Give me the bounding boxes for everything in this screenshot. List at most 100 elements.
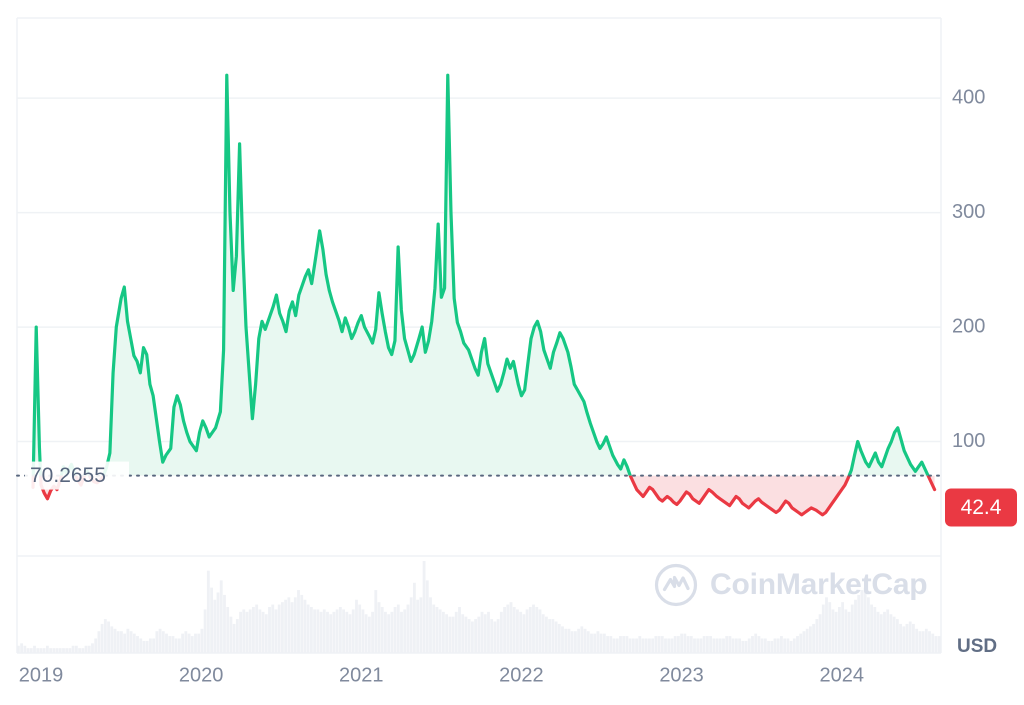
volume-bar: [934, 636, 938, 653]
volume-bar: [715, 638, 719, 653]
volume-bar: [499, 611, 503, 653]
volume-bar: [541, 614, 545, 653]
volume-bar: [458, 607, 461, 653]
volume-bar: [870, 604, 873, 653]
volume-bar: [165, 633, 168, 653]
volume-bar: [174, 638, 178, 653]
volume-bar: [796, 636, 799, 653]
volume-bar: [287, 597, 291, 653]
volume-bar: [638, 636, 642, 653]
volume-bar: [213, 599, 217, 653]
current-price-badge-label: 42.4: [961, 496, 1002, 519]
volume-bar: [931, 633, 935, 653]
volume-bar: [155, 631, 159, 653]
volume-bar: [535, 607, 539, 653]
volume-bar: [474, 619, 477, 653]
volume-bar: [577, 628, 581, 653]
x-axis-tick-label: 2021: [339, 665, 384, 687]
volume-bar: [657, 636, 661, 653]
volume-bar: [52, 648, 56, 653]
volume-bar: [248, 609, 252, 653]
volume-bar: [648, 638, 651, 653]
volume-bar: [451, 616, 455, 653]
volume-bar: [316, 609, 320, 653]
volume-bar: [293, 597, 297, 653]
volume-bar: [194, 633, 197, 653]
volume-bar: [303, 599, 307, 653]
volume-bar: [190, 636, 194, 653]
volume-bar: [741, 640, 745, 653]
volume-bar: [403, 609, 407, 653]
volume-bar: [912, 623, 915, 653]
volume-bar: [828, 602, 832, 653]
volume-bar: [42, 648, 46, 653]
price-line-down: [31, 475, 937, 517]
volume-bar: [722, 638, 725, 653]
volume-bar: [371, 611, 374, 653]
volume-bar: [300, 594, 304, 653]
volume-bar: [406, 604, 410, 653]
current-price-badge[interactable]: 42.4: [945, 488, 1017, 527]
volume-bar: [734, 638, 738, 653]
volume-bar: [26, 648, 30, 653]
x-axis-tick-label: 2024: [819, 665, 864, 687]
volume-bar: [683, 633, 687, 653]
x-axis-tick-label: 2019: [19, 665, 64, 687]
volume-bar: [81, 648, 85, 653]
volume-bar: [74, 645, 78, 653]
volume-bar: [780, 636, 783, 653]
volume-bar: [815, 619, 819, 653]
volume-bar: [660, 636, 664, 653]
volume-bar: [799, 633, 803, 653]
volume-bar: [641, 638, 645, 653]
volume-bar: [879, 614, 883, 653]
volume-bar: [789, 640, 793, 653]
volume-bar: [834, 611, 838, 653]
volume-bar: [747, 638, 751, 653]
volume-bar: [432, 604, 436, 653]
volume-bar: [905, 623, 909, 653]
volume-bar: [181, 633, 185, 653]
volume-bar: [580, 626, 584, 653]
volume-bar: [277, 604, 281, 653]
volume-bar: [264, 614, 268, 653]
volume-bar: [635, 638, 638, 653]
volume-bar: [883, 611, 886, 653]
volume-bar: [448, 616, 452, 653]
volume-bar: [400, 611, 403, 653]
volume-bar: [206, 570, 210, 653]
volume-bar: [805, 628, 809, 653]
volume-bar: [33, 645, 36, 653]
volume-bar: [168, 636, 172, 653]
volume-bar: [132, 633, 136, 653]
price-line-up: [31, 73, 930, 476]
volume-bar: [281, 602, 284, 653]
volume-bar: [203, 609, 207, 653]
volume-bar: [593, 633, 597, 653]
x-axis-tick-label: 2020: [179, 665, 224, 687]
volume-bar: [892, 616, 896, 653]
y-axis-tick-label: 300: [952, 201, 985, 223]
volume-bar: [602, 633, 606, 653]
volume-bar: [129, 631, 133, 653]
volume-bar: [355, 599, 358, 653]
volume-bar: [384, 611, 387, 653]
volume-bar: [210, 587, 213, 653]
volume-bar: [17, 645, 20, 653]
reference-line-group: 70.2655: [16, 461, 942, 490]
volume-bar: [680, 633, 684, 653]
volume-bar: [915, 628, 919, 653]
volume-bar: [297, 590, 300, 653]
volume-bar: [184, 631, 188, 653]
volume-bar: [326, 611, 329, 653]
volume-bar: [454, 611, 458, 653]
volume-bar: [696, 638, 700, 653]
volume-bar: [770, 640, 774, 653]
volume-bar: [364, 614, 368, 653]
volume-bar: [113, 628, 117, 653]
current-price-badge-bg[interactable]: [945, 488, 1017, 527]
volume-bar: [557, 623, 561, 653]
volume-bar: [284, 599, 288, 653]
